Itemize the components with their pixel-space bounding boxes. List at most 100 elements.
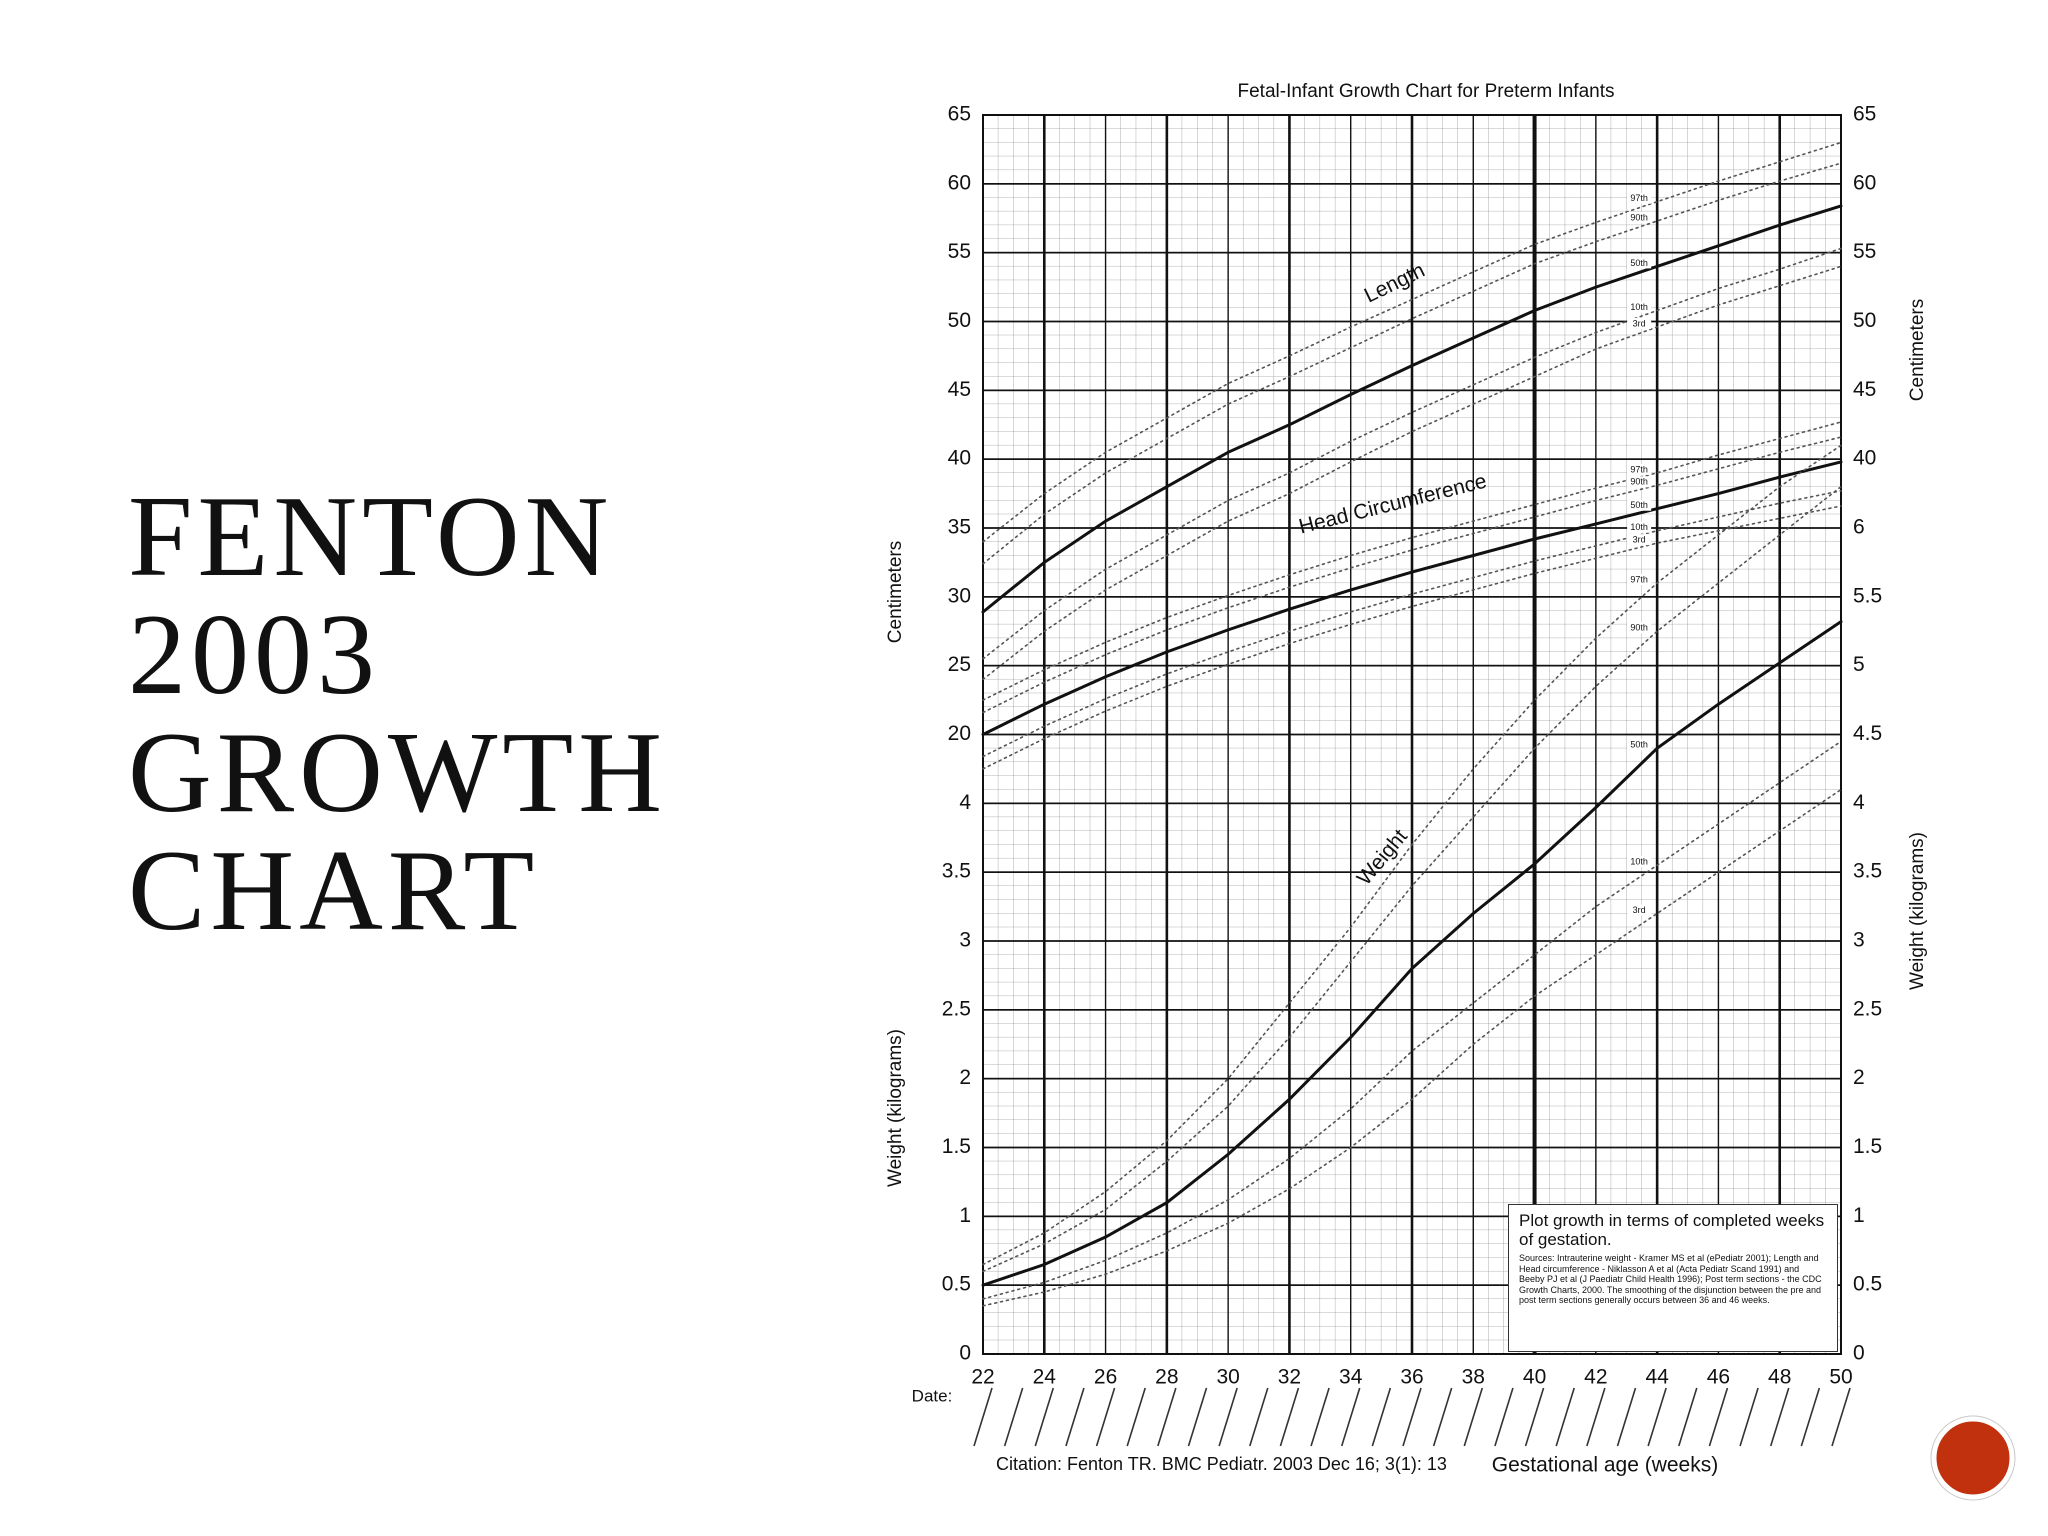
x-tick-label: 30 [1216,1366,1239,1389]
series-label: 10th [1630,857,1648,867]
x-tick-label: 34 [1339,1366,1363,1389]
y-tick-label: 0.5 [942,1273,971,1296]
label-bg [1627,192,1652,204]
date-slash [1432,1387,1453,1447]
date-slash [973,1387,993,1447]
series-label: 10th [1630,302,1648,312]
series-label: 50th [1630,500,1648,510]
x-tick-label: 46 [1707,1366,1730,1389]
date-slash [1279,1387,1300,1447]
y-tick-label: 3 [959,929,971,952]
title-line: CHART [128,827,540,955]
x-tick-label: 24 [1033,1366,1057,1389]
series-label: 97th [1630,574,1648,584]
label-bg [1627,534,1652,546]
date-slash [1095,1387,1116,1447]
x-tick-label: 42 [1584,1366,1607,1389]
citation: Citation: Fenton TR. BMC Pediatr. 2003 D… [996,1454,1447,1474]
label-bg [1627,499,1652,511]
y2-tick-label: 2.5 [1853,997,1882,1020]
date-slash [1524,1387,1545,1447]
series-line [982,436,1842,714]
label-bg [1627,521,1652,533]
date-slash [1739,1387,1759,1447]
date-slash [1494,1387,1514,1447]
x-tick-label: 36 [1400,1366,1423,1389]
series-line [981,204,1843,614]
y2-tick-label: 5.5 [1853,584,1882,607]
y-tick-label: 20 [948,722,971,745]
note-box: Plot growth in terms of completed weeks … [1508,1204,1838,1352]
date-slash [1586,1387,1606,1447]
y2-tick-label: 40 [1853,447,1876,470]
y2-axis-label: Weight (kilograms) [1907,832,1928,990]
date-slash [1402,1387,1422,1447]
series-label: 3rd [1633,535,1646,545]
y-tick-label: 30 [948,584,971,607]
x-tick-label: 38 [1462,1366,1485,1389]
title-line: FENTON [128,473,614,601]
date-slash [1340,1387,1361,1447]
y2-tick-label: 5 [1853,653,1865,676]
label-bg [1627,856,1652,868]
y-tick-label: 65 [948,103,971,126]
title-line: 2003 [128,591,380,719]
series-line [981,620,1843,1287]
date-slash [1003,1387,1024,1447]
date-slash [1647,1387,1667,1447]
note-sources: Sources: Intrauterine weight - Kramer MS… [1519,1253,1822,1305]
series-label: 50th [1630,258,1648,268]
title-line: GROWTH [128,709,668,837]
series-line [982,162,1842,565]
x-tick-label: 28 [1155,1366,1178,1389]
label-bg [1627,574,1652,586]
date-slash [1310,1387,1330,1447]
series-label: 90th [1630,623,1648,633]
y2-tick-label: 65 [1853,103,1876,126]
series-line [982,740,1842,1300]
date-slash [1831,1387,1851,1447]
y-tick-label: 2 [959,1066,971,1089]
label-bg [1627,622,1652,634]
x-tick-label: 50 [1829,1366,1852,1389]
y2-tick-label: 6 [1853,516,1865,539]
date-slash [1371,1387,1392,1447]
series-label: 10th [1630,522,1648,532]
y-tick-label: 50 [948,309,971,332]
label-bg [1627,476,1652,488]
date-slash [1126,1387,1146,1447]
y-tick-label: 3.5 [942,860,971,883]
y2-tick-label: 1.5 [1853,1135,1882,1158]
series-line [982,788,1842,1307]
y2-tick-label: 3 [1853,929,1865,952]
series-line [982,444,1842,1266]
series-line [982,485,1842,1273]
date-slash [1555,1387,1575,1447]
y2-tick-label: 3.5 [1853,860,1882,883]
date-slash [1708,1387,1729,1447]
y-tick-label: 1 [959,1204,971,1227]
x-tick-label: 32 [1278,1366,1301,1389]
label-bg [1627,212,1652,224]
series-line [981,460,1843,736]
y2-tick-label: 45 [1853,378,1876,401]
label-bg [1627,739,1652,751]
y-axis-label: Weight (kilograms) [885,1029,906,1187]
series-label: 3rd [1633,318,1646,328]
series-label: 3rd [1633,905,1646,915]
slide-title: FENTON 2003 GROWTH CHART [128,478,667,950]
series-line [982,505,1842,770]
y2-tick-label: 60 [1853,171,1876,194]
y-tick-label: 2.5 [942,997,971,1020]
y2-tick-label: 50 [1853,309,1876,332]
date-slash [1678,1387,1698,1447]
date-slash [1034,1387,1055,1447]
label-bg [1627,257,1652,269]
y-tick-label: 0 [959,1342,971,1365]
date-slash [1616,1387,1637,1447]
x-tick-label: 22 [971,1366,994,1389]
nav-button[interactable] [1933,1418,2013,1498]
y-tick-label: 45 [948,378,971,401]
